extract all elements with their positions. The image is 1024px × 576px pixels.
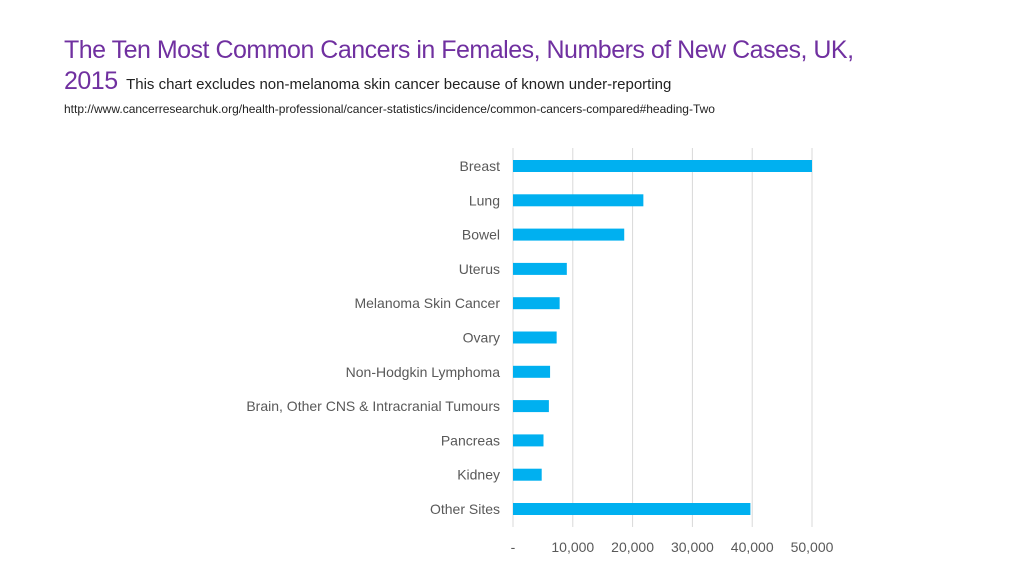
x-tick-label: 50,000 <box>791 539 834 555</box>
category-label: Kidney <box>457 467 500 483</box>
bar <box>513 262 567 275</box>
chart-subtitle: This chart excludes non-melanoma skin ca… <box>126 76 672 93</box>
bar <box>513 160 812 172</box>
category-label: Pancreas <box>441 432 500 448</box>
category-label: Melanoma Skin Cancer <box>354 295 500 311</box>
chart-header: The Ten Most Common Cancers in Females, … <box>64 34 964 118</box>
category-label: Breast <box>460 158 501 174</box>
bar <box>513 503 751 515</box>
category-labels: Breast Lung Bowel Uterus Melanoma Skin Cance… <box>246 158 500 517</box>
bar <box>513 228 625 241</box>
bars <box>513 160 812 515</box>
bar <box>513 468 542 481</box>
category-label: Non-Hodgkin Lymphoma <box>346 364 501 380</box>
bar <box>513 297 560 310</box>
category-label: Other Sites <box>430 501 500 517</box>
x-tick-label: - <box>511 539 516 555</box>
category-label: Ovary <box>463 330 500 346</box>
x-tick-label: 30,000 <box>671 539 714 555</box>
x-tick-label: 10,000 <box>551 539 594 555</box>
x-tick-label: 40,000 <box>731 539 774 555</box>
category-label: Lung <box>469 192 500 208</box>
bar <box>513 434 544 447</box>
category-label: Brain, Other CNS & Intracranial Tumours <box>246 398 500 414</box>
x-axis-ticks: - 10,000 20,000 30,000 40,000 50,000 <box>511 539 834 555</box>
bar <box>513 331 557 344</box>
bar <box>513 400 549 413</box>
bar <box>513 194 644 207</box>
category-label: Uterus <box>459 261 500 277</box>
title-line-2: 2015 This chart excludes non-melanoma sk… <box>64 66 964 100</box>
chart-title-year: 2015 <box>64 67 118 95</box>
source-url: http://www.cancerresearchuk.org/health-p… <box>64 102 715 116</box>
bar <box>513 365 551 378</box>
x-tick-label: 20,000 <box>611 539 654 555</box>
chart-title: The Ten Most Common Cancers in Females, … <box>64 36 854 64</box>
category-label: Bowel <box>462 227 500 243</box>
